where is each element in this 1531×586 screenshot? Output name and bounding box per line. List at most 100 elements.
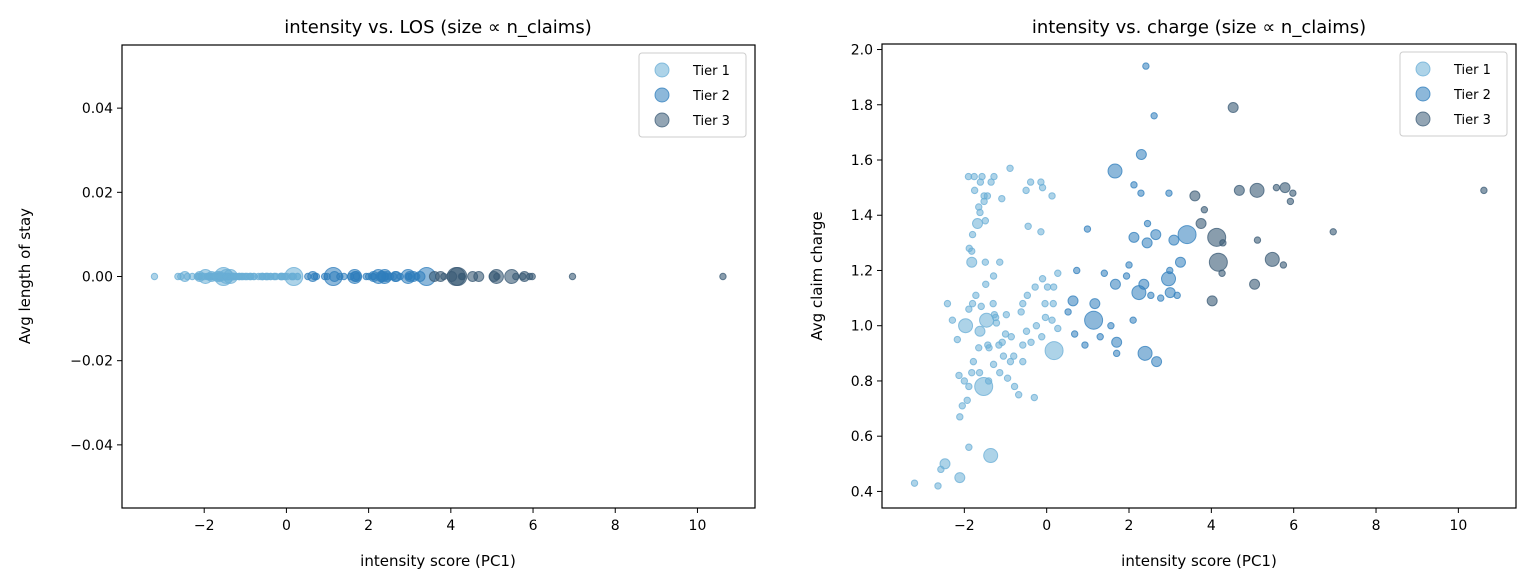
data-point-tier-1 (276, 272, 285, 281)
data-point-tier-2 (1109, 278, 1121, 290)
data-point-tier-1 (1038, 333, 1046, 341)
data-point-tier-1 (984, 377, 993, 385)
x-tick-label: 6 (529, 518, 538, 534)
data-point-tier-1 (1048, 192, 1056, 200)
data-point-tier-1 (246, 272, 254, 281)
data-point-tier-3 (1233, 184, 1245, 196)
data-point-tier-1 (953, 335, 962, 344)
data-point-tier-2 (1067, 295, 1079, 307)
data-point-tier-1 (1049, 299, 1057, 308)
data-point-tier-1 (1048, 316, 1056, 324)
data-point-tier-1 (1007, 333, 1015, 341)
data-point-tier-3 (1289, 189, 1297, 197)
data-point-tier-1 (958, 318, 974, 334)
data-point-tier-1 (1038, 183, 1047, 192)
data-point-tier-2 (304, 272, 312, 281)
data-point-tier-1 (969, 357, 978, 366)
data-point-tier-1 (984, 341, 992, 349)
data-point-tier-2 (1150, 112, 1158, 120)
data-point-tier-1 (981, 217, 990, 225)
data-point-tier-1 (1041, 299, 1049, 308)
data-point-tier-3 (504, 269, 520, 284)
data-point-tier-1 (177, 272, 185, 281)
data-point-tier-2 (413, 272, 421, 281)
data-point-tier-1 (1017, 308, 1025, 316)
x-tick-label: 8 (1372, 518, 1381, 534)
data-point-tier-2 (1165, 189, 1173, 197)
data-point-tier-2 (1177, 225, 1197, 245)
data-point-tier-2 (1137, 189, 1145, 197)
data-point-tier-1 (972, 218, 984, 230)
data-point-tier-1 (1054, 269, 1062, 277)
data-point-tier-2 (1157, 294, 1165, 302)
data-point-tier-3 (519, 272, 527, 281)
data-point-tier-1 (977, 302, 985, 311)
data-point-tier-1 (1002, 310, 1011, 319)
data-point-tier-2 (1143, 219, 1152, 228)
data-point-tier-2 (1135, 148, 1147, 160)
data-point-tier-3 (457, 272, 466, 281)
legend-label: Tier 2 (692, 89, 730, 104)
data-point-tier-1 (974, 325, 986, 337)
x-tick-label: −2 (954, 518, 975, 534)
data-point-tier-1 (948, 316, 957, 324)
data-point-tier-1 (965, 382, 973, 391)
data-point-tier-1 (972, 291, 980, 300)
data-point-tier-2 (1150, 229, 1162, 241)
y-axis-label: Avg claim charge (808, 211, 826, 340)
y-tick-label: −0.04 (70, 438, 113, 454)
data-point-tier-1 (1014, 391, 1023, 399)
data-point-tier-2 (1174, 256, 1186, 268)
data-point-tier-2 (369, 272, 377, 281)
x-tick-label: 0 (282, 518, 291, 534)
data-point-tier-2 (1111, 336, 1123, 348)
y-tick-label: 0.4 (851, 484, 873, 500)
data-point-tier-2 (1173, 291, 1181, 300)
data-point-tier-1 (992, 319, 1001, 327)
legend: Tier 1 Tier 2 Tier 3 (1399, 51, 1508, 137)
data-point-tier-3 (1200, 206, 1209, 214)
legend-label: Tier 3 (1453, 113, 1491, 128)
data-point-tier-1 (1030, 393, 1039, 402)
data-point-tier-3 (1218, 269, 1226, 277)
data-point-tier-1 (965, 305, 973, 313)
x-tick-label: 6 (1289, 518, 1298, 534)
data-point-tier-1 (1044, 341, 1064, 361)
data-point-tier-1 (1019, 357, 1027, 366)
data-point-tier-1 (975, 344, 983, 352)
data-point-tier-1 (968, 230, 977, 239)
data-point-tier-1 (955, 371, 963, 380)
x-tick-label: 8 (611, 518, 620, 534)
x-tick-label: 2 (364, 518, 373, 534)
data-point-tier-3 (435, 271, 447, 282)
data-point-tier-1 (996, 368, 1004, 377)
data-point-tier-1 (1023, 291, 1032, 300)
legend-label: Tier 3 (692, 114, 730, 129)
data-point-tier-3 (719, 272, 727, 281)
legend: Tier 1 Tier 2 Tier 3 (638, 52, 747, 138)
data-point-tier-1 (975, 203, 983, 211)
legend-marker-tier-3 (1415, 111, 1431, 127)
data-point-tier-3 (1189, 190, 1201, 202)
data-point-tier-1 (981, 258, 990, 266)
charge-scatter-panel: intensity vs. charge (size ∝ n_claims) i… (808, 17, 1517, 570)
x-tick-label: 4 (1207, 518, 1216, 534)
data-point-tier-2 (1151, 356, 1163, 368)
data-point-tier-1 (968, 368, 976, 377)
chart-title: intensity vs. charge (size ∝ n_claims) (1032, 17, 1366, 38)
legend-marker-tier-2 (654, 87, 670, 103)
axes-frame (881, 43, 1517, 509)
data-point-tier-1 (998, 194, 1006, 203)
data-point-tier-2 (320, 272, 329, 281)
data-point-tier-1 (989, 299, 997, 308)
data-point-tier-3 (488, 271, 500, 282)
x-tick-label: −2 (194, 518, 215, 534)
data-point-tier-3 (1195, 218, 1207, 230)
data-point-tier-2 (1084, 310, 1104, 330)
data-point-tier-1 (976, 178, 985, 186)
data-point-tier-1 (989, 272, 998, 280)
data-point-tier-1 (954, 472, 966, 484)
data-point-tier-1 (1022, 186, 1030, 195)
data-point-tier-3 (526, 272, 534, 281)
data-point-tier-1 (1006, 357, 1015, 366)
